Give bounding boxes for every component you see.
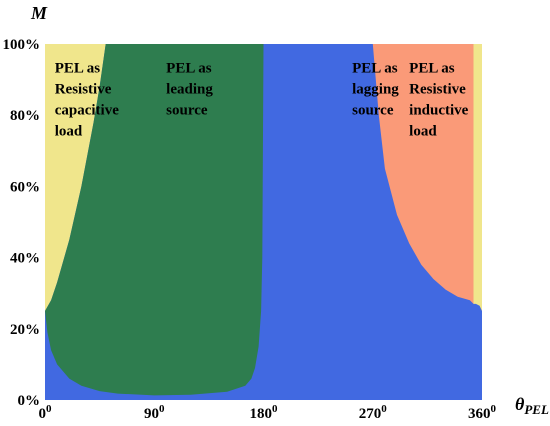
x-tick-label: 1800 bbox=[250, 403, 279, 422]
region-label-line: leading bbox=[166, 81, 213, 97]
x-tick-label: 3600 bbox=[468, 403, 497, 422]
region-resistive-capacitive bbox=[45, 44, 106, 311]
region-label-leading-source: PEL as leading source bbox=[166, 60, 213, 118]
y-tick-label: 100% bbox=[3, 37, 41, 53]
y-tick-label: 20% bbox=[10, 322, 40, 338]
region-label-line: load bbox=[409, 123, 437, 139]
x-tick-label: 900 bbox=[144, 403, 165, 422]
region-label-line: load bbox=[55, 123, 83, 139]
region-resistive-inductive bbox=[372, 44, 474, 304]
x-tick-label: 00 bbox=[39, 403, 53, 422]
region-label-line: PEL as bbox=[352, 60, 398, 76]
region-label-line: inductive bbox=[409, 102, 469, 118]
x-axis-title: θPEL bbox=[515, 394, 549, 417]
region-label-lagging-source: PEL as lagging source bbox=[352, 60, 399, 118]
y-axis-title: M bbox=[30, 3, 48, 23]
region-label-resistive-inductive: PEL as Resistive inductive load bbox=[409, 60, 469, 139]
region-label-line: lagging bbox=[352, 81, 399, 97]
region-label-line: source bbox=[352, 102, 394, 118]
region-label-line: Resistive bbox=[409, 81, 466, 97]
region-label-line: PEL as bbox=[55, 60, 101, 76]
region-label-line: capacitive bbox=[55, 102, 119, 118]
y-tick-label: 80% bbox=[10, 108, 40, 124]
region-label-line: source bbox=[166, 102, 208, 118]
region-right-edge-strip bbox=[473, 44, 482, 311]
region-label-line: Resistive bbox=[55, 81, 112, 97]
region-label-line: PEL as bbox=[409, 60, 455, 76]
region-label-resistive-capacitive: PEL as Resistive capacitive load bbox=[55, 60, 119, 139]
region-leading-source bbox=[45, 44, 264, 396]
y-tick-label: 60% bbox=[10, 179, 40, 195]
region-label-line: PEL as bbox=[166, 60, 212, 76]
y-tick-label: 40% bbox=[10, 251, 40, 267]
y-tick-label: 0% bbox=[18, 393, 41, 409]
x-tick-label: 2700 bbox=[359, 403, 388, 422]
